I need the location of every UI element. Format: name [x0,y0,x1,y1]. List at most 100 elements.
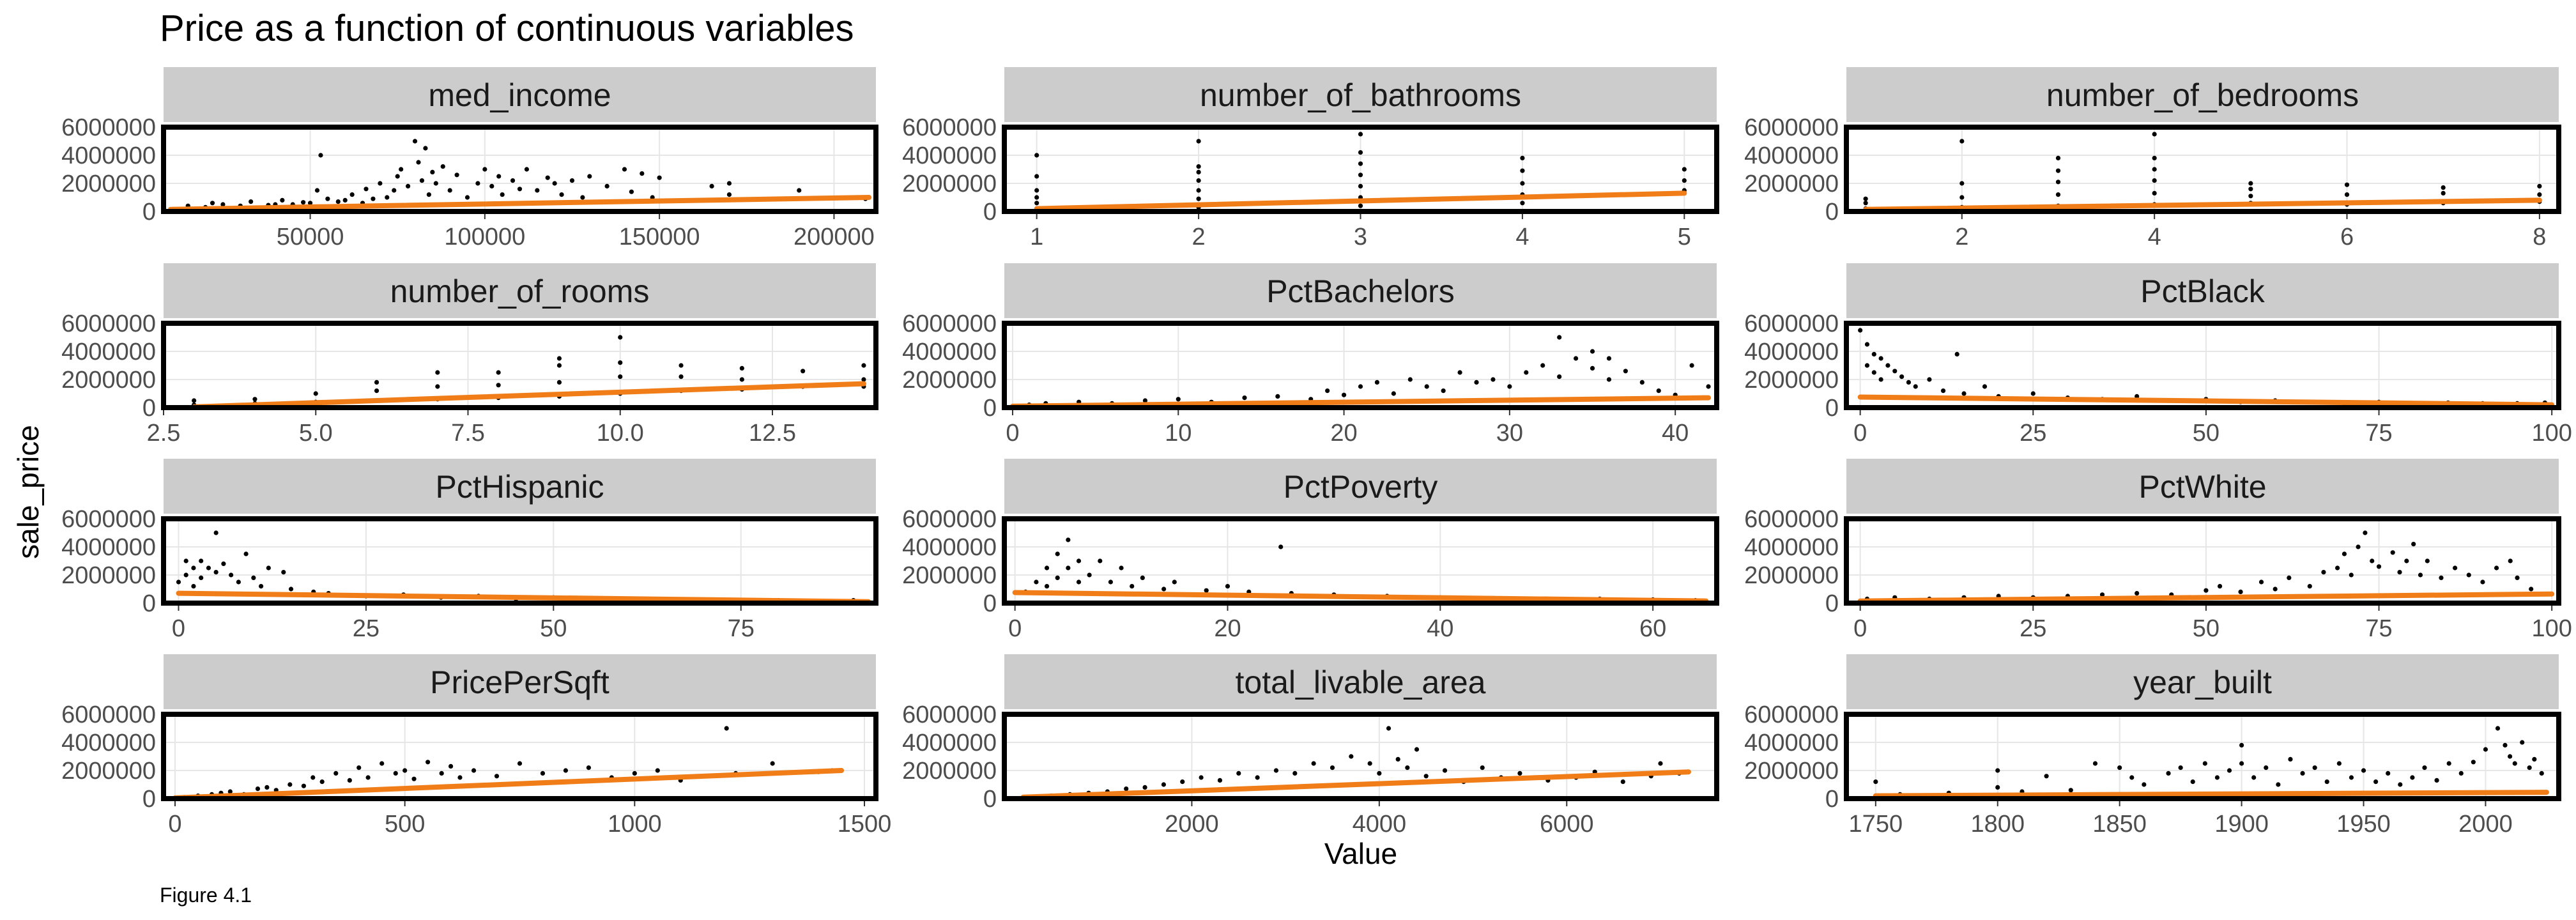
data-point [335,199,341,204]
data-point [301,783,307,788]
x-tick-label: 25 [2020,420,2046,447]
data-point [1959,195,1965,200]
data-point [1055,551,1060,556]
y-tick-label: 4000000 [61,339,156,365]
data-point [374,388,379,394]
data-point [1066,537,1071,542]
data-point [1524,370,1529,375]
data-point [1557,335,1562,340]
data-point [378,181,383,186]
y-tick-label: 0 [142,395,156,422]
data-point [1358,384,1363,389]
data-point [2411,542,2416,547]
y-tick-label: 0 [983,786,997,813]
data-point [423,146,428,151]
data-point [2410,775,2415,780]
data-point [2238,589,2243,595]
data-point [618,360,623,365]
panel-border [1844,125,2561,214]
data-point [1858,328,1863,333]
data-point [229,572,234,578]
data-point [1196,178,1201,183]
y-tick-label: 6000000 [902,702,997,728]
data-point [2483,747,2488,752]
fit-line [1012,590,1709,604]
data-point [1142,398,1148,403]
facet-strip-label: year_built [2133,664,2272,700]
data-point [301,200,306,205]
data-point [1873,779,1878,785]
data-point [471,768,477,773]
data-point [435,384,440,389]
data-point [1424,384,1429,389]
data-point [1689,363,1694,368]
x-tick-label: 2000 [1165,811,1219,838]
facet-strip [1846,654,2559,709]
data-point [183,572,188,578]
data-point [556,379,562,385]
data-point [1225,584,1230,589]
y-tick-label: 6000000 [61,114,156,141]
data-point [307,201,313,206]
y-tick-label: 0 [142,786,156,813]
data-point [2515,575,2520,581]
data-point [1367,761,1372,766]
plot-area [164,519,876,603]
data-point [2055,168,2061,173]
facet-strip-label: PctHispanic [436,469,604,505]
facet-strip-label: PctBachelors [1266,273,1455,309]
data-point [1066,565,1071,571]
panel-border [1844,712,2561,801]
x-tick-label: 2 [1192,224,1206,250]
data-point [183,558,188,564]
x-tick-label: 0 [1853,420,1867,447]
data-point [364,187,369,192]
y-tick-label: 0 [983,199,997,226]
data-point [314,188,320,193]
data-point [1557,374,1562,379]
data-point [1358,203,1363,208]
panel-border [161,125,878,214]
data-point [457,775,463,780]
facet-strip-label: med_income [428,77,611,113]
data-point [2248,181,2253,186]
data-point [1278,544,1284,549]
data-point [2135,394,2140,399]
plot-area [1846,127,2559,211]
data-point [227,789,233,794]
data-point [206,565,211,571]
data-point [221,561,226,567]
y-tick-label: 6000000 [61,310,156,337]
data-point [2386,770,2391,776]
x-tick-label: 0 [1008,615,1022,642]
data-point [356,765,362,770]
data-point [1606,356,1612,361]
data-point [1491,377,1496,382]
facet-strip [1004,459,1717,514]
fit-line [1857,394,2555,408]
fit-line [1873,790,2549,799]
data-point [280,197,285,203]
data-point [726,181,732,186]
data-point [440,164,445,169]
x-tick-label: 7.5 [451,420,485,447]
data-point [524,167,530,172]
fit-line [191,381,866,410]
data-point [2390,550,2395,555]
facet-strip-label: total_livable_area [1236,664,1486,700]
data-point [399,167,404,172]
y-tick-label: 6000000 [1744,506,1839,533]
y-tick-label: 2000000 [902,758,997,785]
facet-panel-number_of_bedrooms: number_of_bedrooms 0200000040000006000000… [1744,67,2561,250]
y-tick-label: 6000000 [61,506,156,533]
data-point [2152,190,2157,195]
data-point [1682,178,1687,183]
data-point [220,202,226,207]
data-point [1658,761,1663,766]
y-tick-label: 2000000 [61,171,156,197]
data-point [801,369,806,374]
